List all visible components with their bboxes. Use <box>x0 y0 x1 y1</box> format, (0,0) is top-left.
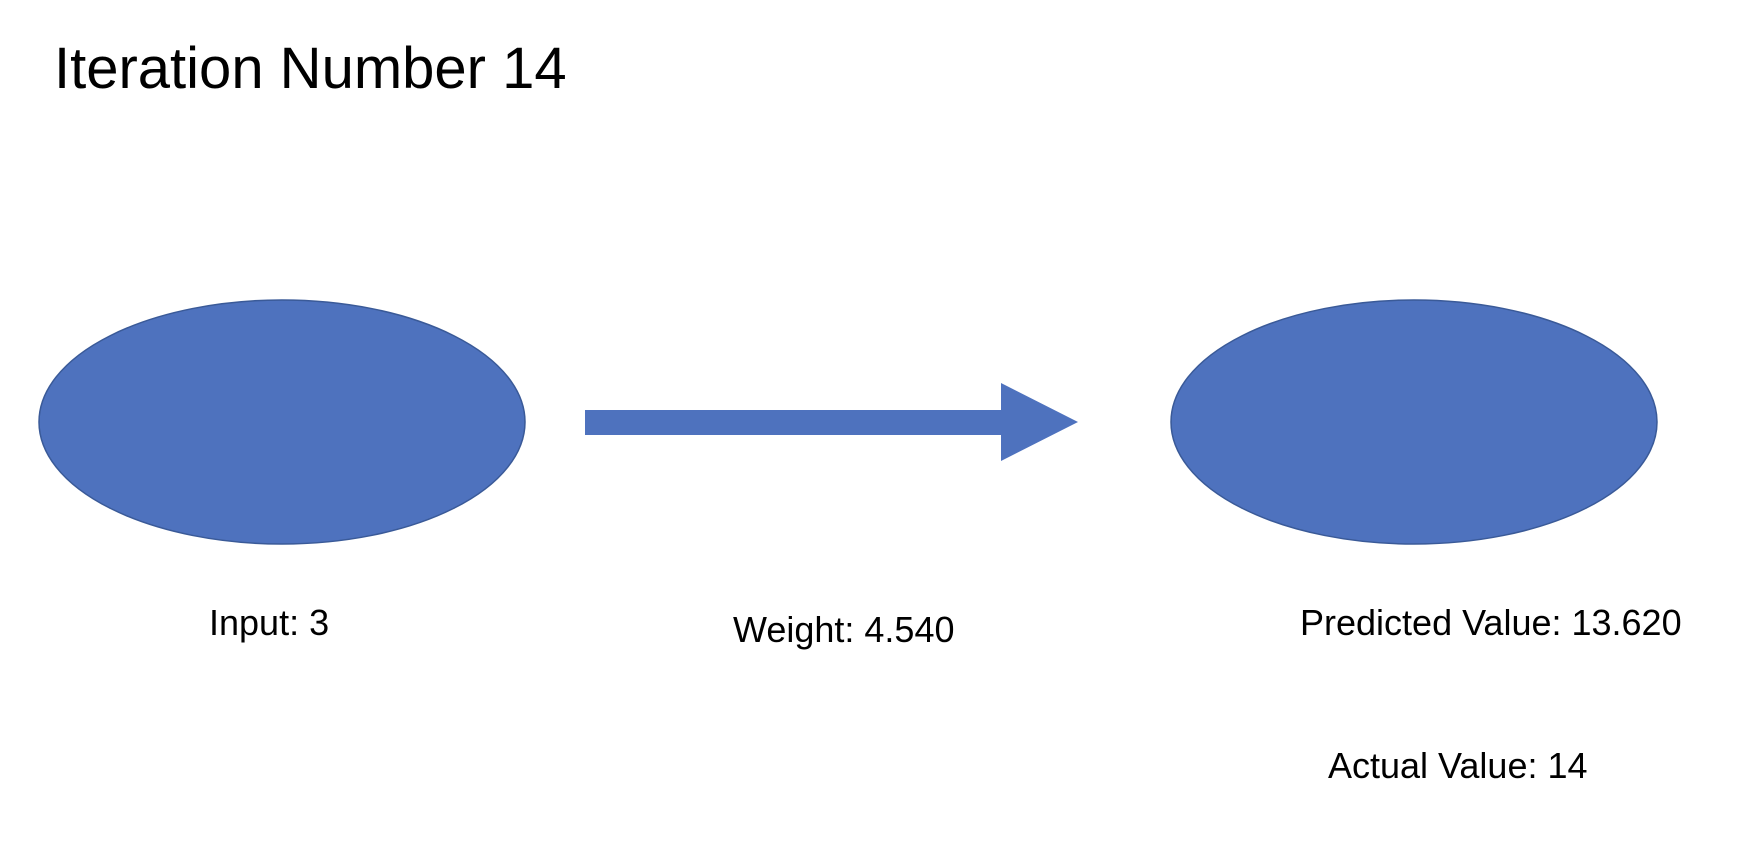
weight-label: Weight: 4.540 <box>733 609 955 650</box>
predicted-value-label: Predicted Value: 13.620 <box>1300 602 1682 643</box>
input-node <box>38 299 526 545</box>
weight-arrow <box>585 383 1078 461</box>
input-label: Input: 3 <box>209 602 330 643</box>
actual-value-label: Actual Value: 14 <box>1328 745 1588 786</box>
iteration-title: Iteration Number 14 <box>54 36 567 101</box>
output-node <box>1170 299 1658 545</box>
